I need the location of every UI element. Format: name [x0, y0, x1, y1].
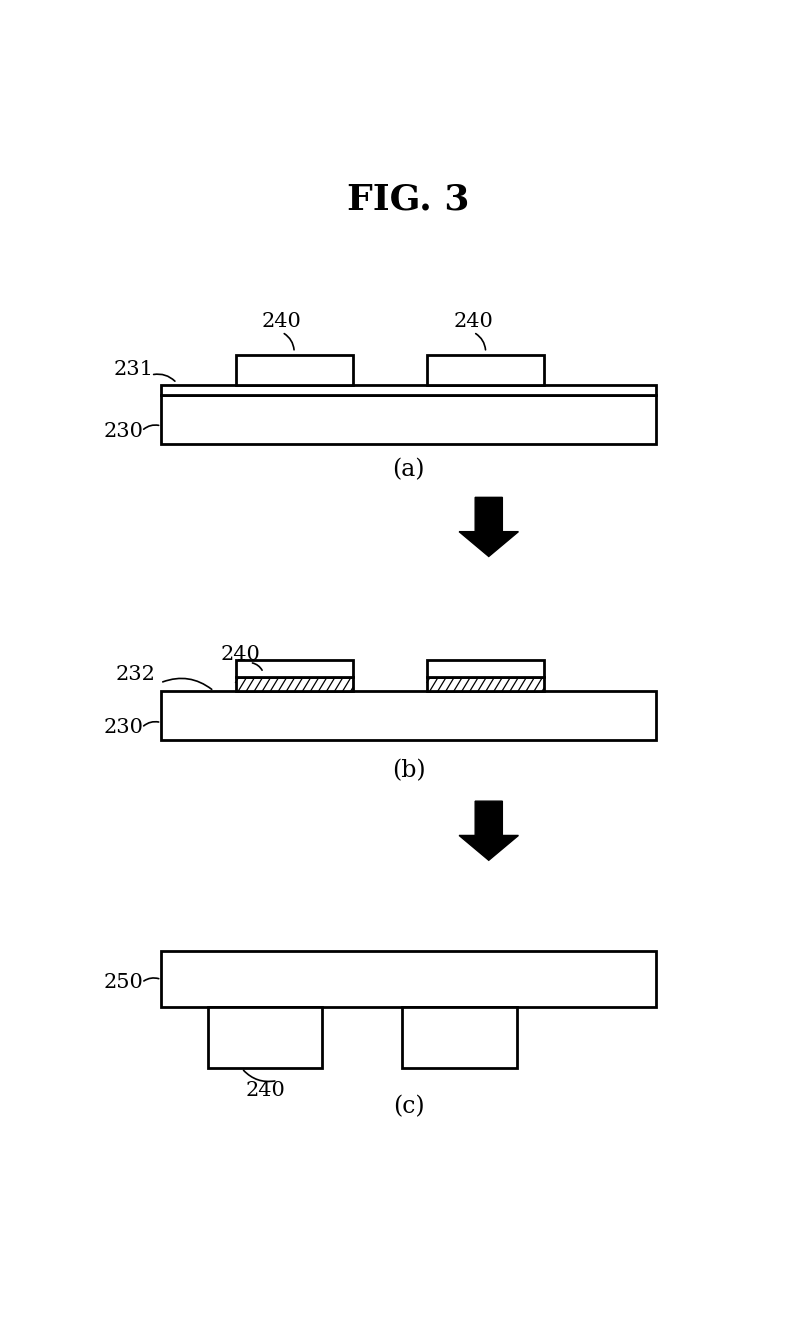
Bar — [208, 1008, 322, 1068]
Text: 250: 250 — [103, 973, 143, 992]
Bar — [161, 951, 656, 1008]
Bar — [427, 661, 544, 678]
Text: 230: 230 — [103, 421, 143, 441]
Text: (c): (c) — [393, 1095, 424, 1119]
Bar — [236, 661, 353, 678]
Bar — [427, 678, 544, 691]
Text: 240: 240 — [453, 312, 493, 331]
Bar — [402, 1008, 516, 1068]
Bar — [427, 355, 544, 385]
Bar — [427, 678, 544, 691]
Polygon shape — [459, 498, 518, 556]
Bar — [161, 691, 656, 740]
Polygon shape — [459, 801, 518, 861]
Bar — [236, 355, 353, 385]
Bar — [236, 678, 353, 691]
Text: 240: 240 — [221, 645, 261, 663]
Bar — [236, 678, 353, 691]
Text: 240: 240 — [262, 312, 302, 331]
Text: 232: 232 — [116, 665, 155, 685]
Text: 230: 230 — [103, 718, 143, 737]
Text: 231: 231 — [114, 360, 154, 380]
Text: FIG. 3: FIG. 3 — [347, 183, 469, 217]
Bar — [161, 385, 656, 396]
Text: 240: 240 — [245, 1082, 285, 1100]
Bar — [161, 396, 656, 445]
Text: (a): (a) — [392, 458, 425, 482]
Text: (b): (b) — [391, 759, 426, 782]
